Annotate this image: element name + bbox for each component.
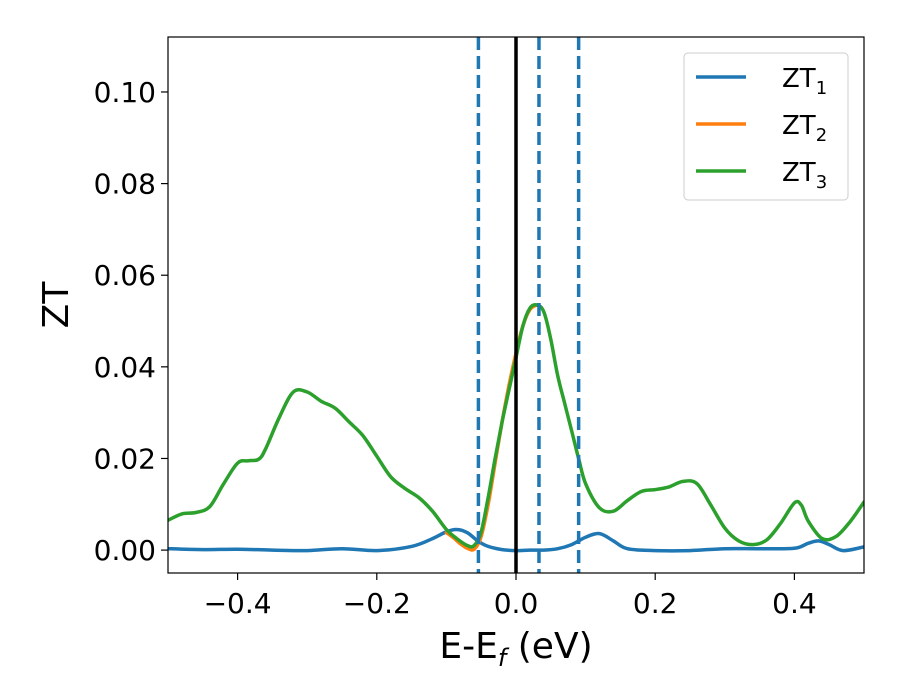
legend-label-zt1: ZT1 <box>782 64 827 99</box>
vline-layer <box>476 37 581 573</box>
x-axis-title: E-Ef (eV) <box>439 626 592 672</box>
x-axis-ticks: −0.4 −0.2 0.0 0.2 0.4 <box>204 573 817 620</box>
y-axis-ticks: 0.00 0.02 0.04 0.06 0.08 0.10 <box>94 76 168 567</box>
y-tick-label: 0.10 <box>94 76 156 109</box>
legend-box <box>683 52 849 201</box>
y-tick-label: 0.00 <box>94 534 156 567</box>
series-line-zt2 <box>444 303 539 552</box>
legend-label-zt2: ZT2 <box>782 111 827 146</box>
y-axis-title: ZT <box>36 281 77 329</box>
series-layer <box>168 303 864 553</box>
x-axis-title-base: E-E <box>439 626 497 667</box>
y-tick-label: 0.04 <box>94 351 156 384</box>
series-line-zt1 <box>168 527 864 553</box>
x-tick-label: −0.4 <box>204 587 272 620</box>
x-axis-title-rest: (eV) <box>506 626 592 667</box>
y-tick-label: 0.08 <box>94 168 156 201</box>
y-tick-label: 0.02 <box>94 442 156 475</box>
x-tick-label: 0.2 <box>633 587 678 620</box>
legend-items: ZT1 ZT2 ZT3 <box>696 64 827 193</box>
x-tick-label: −0.2 <box>343 587 411 620</box>
y-tick-label: 0.06 <box>94 259 156 292</box>
legend-label-zt3: ZT3 <box>782 158 827 193</box>
x-tick-label: 0.4 <box>772 587 817 620</box>
x-tick-label: 0.0 <box>494 587 539 620</box>
series-line-zt3 <box>168 303 864 549</box>
legend: ZT1 ZT2 ZT3 <box>683 52 849 201</box>
